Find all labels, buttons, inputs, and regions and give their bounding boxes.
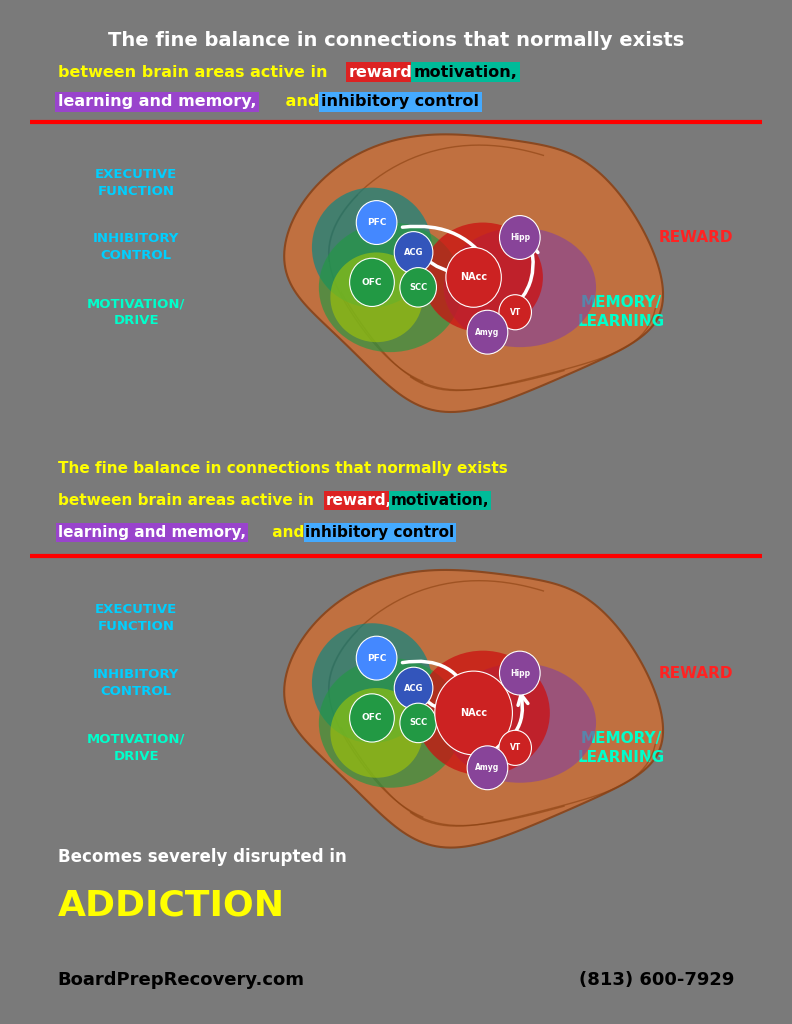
Text: The fine balance in connections that normally exists: The fine balance in connections that nor… <box>58 461 508 476</box>
Ellipse shape <box>416 650 550 775</box>
Text: BoardPrepRecovery.com: BoardPrepRecovery.com <box>58 972 305 989</box>
Text: REWARD: REWARD <box>658 666 733 681</box>
Text: Becomes severely disrupted in: Becomes severely disrupted in <box>58 849 347 866</box>
Circle shape <box>394 668 433 709</box>
Circle shape <box>499 730 531 765</box>
Text: SCC: SCC <box>409 283 428 292</box>
Text: INHIBITORY
CONTROL: INHIBITORY CONTROL <box>93 668 180 698</box>
Circle shape <box>349 694 394 742</box>
Text: OFC: OFC <box>362 278 383 287</box>
Text: EXECUTIVE
FUNCTION: EXECUTIVE FUNCTION <box>95 168 177 198</box>
Circle shape <box>356 201 397 245</box>
Ellipse shape <box>444 664 596 782</box>
Text: OFC: OFC <box>362 714 383 723</box>
Text: inhibitory control: inhibitory control <box>322 94 479 110</box>
Text: and: and <box>280 94 325 110</box>
Text: SCC: SCC <box>409 719 428 727</box>
Polygon shape <box>284 570 663 848</box>
Text: motivation,: motivation, <box>413 65 517 80</box>
Polygon shape <box>284 134 663 412</box>
Circle shape <box>500 651 540 695</box>
Text: MOTIVATION/
DRIVE: MOTIVATION/ DRIVE <box>87 297 185 328</box>
Ellipse shape <box>423 222 543 332</box>
Text: reward,: reward, <box>326 494 392 508</box>
Ellipse shape <box>330 688 423 778</box>
Text: motivation,: motivation, <box>390 494 489 508</box>
Ellipse shape <box>444 227 596 347</box>
Text: MOTIVATION/
DRIVE: MOTIVATION/ DRIVE <box>87 733 185 763</box>
Text: Hipp: Hipp <box>510 669 530 678</box>
Text: NAcc: NAcc <box>460 708 487 718</box>
Text: Hipp: Hipp <box>510 233 530 242</box>
Text: The fine balance in connections that normally exists: The fine balance in connections that nor… <box>108 31 684 49</box>
Text: EXECUTIVE
FUNCTION: EXECUTIVE FUNCTION <box>95 603 177 633</box>
Ellipse shape <box>312 187 432 307</box>
Circle shape <box>499 295 531 330</box>
Circle shape <box>435 671 512 755</box>
Text: Amyg: Amyg <box>475 763 500 772</box>
Circle shape <box>400 267 436 307</box>
Text: ADDICTION: ADDICTION <box>58 889 285 923</box>
Text: ACG: ACG <box>404 684 423 692</box>
Circle shape <box>500 216 540 259</box>
Text: between brain areas active in: between brain areas active in <box>58 494 319 508</box>
Circle shape <box>394 231 433 273</box>
Ellipse shape <box>330 253 423 342</box>
Circle shape <box>467 310 508 354</box>
Text: reward,: reward, <box>349 65 419 80</box>
Text: INHIBITORY
CONTROL: INHIBITORY CONTROL <box>93 232 180 262</box>
Text: ACG: ACG <box>404 248 423 257</box>
Text: VT: VT <box>509 308 521 316</box>
Text: PFC: PFC <box>367 218 386 227</box>
Text: PFC: PFC <box>367 653 386 663</box>
Text: (813) 600-7929: (813) 600-7929 <box>579 972 734 989</box>
Circle shape <box>400 703 436 742</box>
Circle shape <box>356 636 397 680</box>
Circle shape <box>467 745 508 790</box>
Text: NAcc: NAcc <box>460 272 487 283</box>
Text: MEMORY/
LEARNING: MEMORY/ LEARNING <box>578 296 665 329</box>
Text: learning and memory,: learning and memory, <box>58 94 257 110</box>
Ellipse shape <box>312 624 432 742</box>
Text: learning and memory,: learning and memory, <box>58 525 246 540</box>
Text: REWARD: REWARD <box>658 230 733 245</box>
Ellipse shape <box>319 222 462 352</box>
Text: MEMORY/
LEARNING: MEMORY/ LEARNING <box>578 731 665 765</box>
Text: VT: VT <box>509 743 521 753</box>
Text: and: and <box>267 525 309 540</box>
Text: between brain areas active in: between brain areas active in <box>58 65 333 80</box>
Circle shape <box>446 248 501 307</box>
Circle shape <box>349 258 394 306</box>
Text: Amyg: Amyg <box>475 328 500 337</box>
Text: inhibitory control: inhibitory control <box>306 525 455 540</box>
Ellipse shape <box>319 658 462 787</box>
